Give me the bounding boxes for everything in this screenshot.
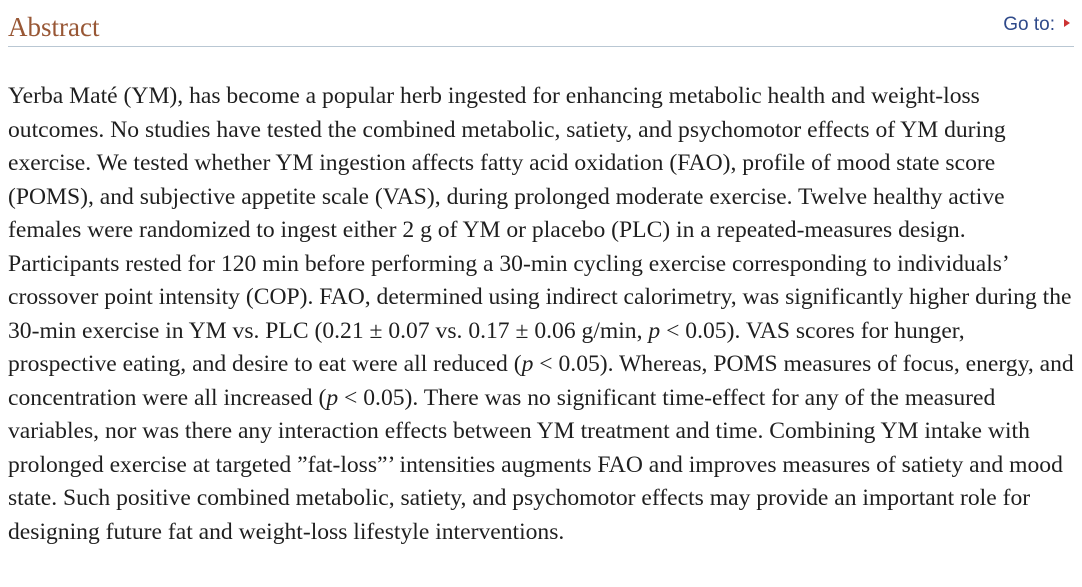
abstract-segment: < 0.05). Whereas, POMS measures of focus… (8, 351, 1074, 411)
goto-label[interactable]: Go to: (1003, 14, 1055, 35)
abstract-segment: < 0.05). VAS scores for hunger, prospect… (8, 317, 965, 378)
triangle-right-icon[interactable] (1064, 19, 1070, 27)
section-header: Abstract Go to: (8, 8, 1074, 47)
section-title: Abstract (8, 12, 100, 42)
abstract-segment: Yerba Maté (YM), has become a popular he… (8, 83, 1072, 344)
p-value-symbol: p (648, 317, 661, 344)
p-value-symbol: p (521, 351, 534, 377)
abstract-text: Yerba Maté (YM), has become a popular he… (8, 80, 1078, 549)
p-value-symbol: p (326, 384, 339, 411)
abstract-segment: < 0.05). There was no significant time-e… (8, 384, 1063, 545)
goto-link[interactable]: Go to: (1003, 13, 1070, 37)
